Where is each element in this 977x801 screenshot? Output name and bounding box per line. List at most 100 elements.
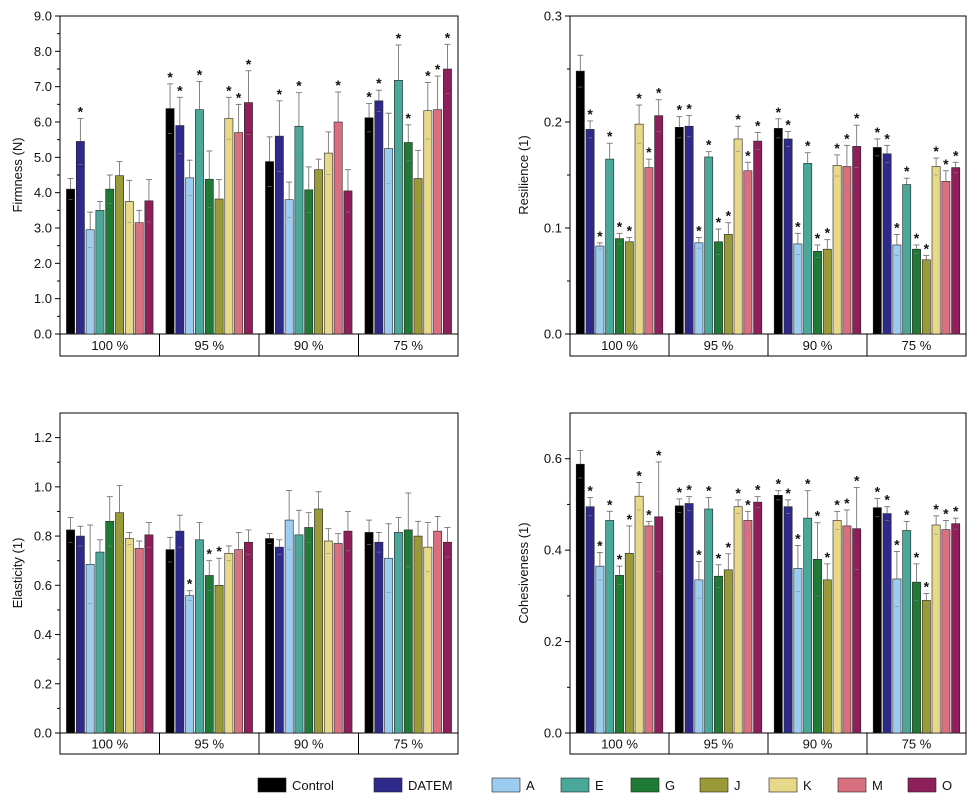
legend-label-g: G xyxy=(665,778,675,793)
bar-control-100 xyxy=(66,188,75,335)
category-label: 90 % xyxy=(294,338,324,353)
category-label: 90 % xyxy=(803,737,833,752)
legend-swatch-a xyxy=(491,777,521,793)
bar-g-100 xyxy=(615,238,624,335)
bar-control-95 xyxy=(165,108,175,335)
bar-g-100 xyxy=(615,574,624,734)
legend-swatch-j xyxy=(699,777,729,793)
bar-g-90 xyxy=(813,558,822,734)
bar-m-100 xyxy=(134,548,144,734)
bar-m-90 xyxy=(333,543,343,734)
bar-k-100 xyxy=(634,495,644,734)
bar-control-90 xyxy=(773,494,783,734)
significance-star: * xyxy=(646,144,652,160)
significance-star: * xyxy=(226,82,232,98)
y-tick-label: 0.0 xyxy=(544,327,562,342)
significance-star: * xyxy=(884,492,890,508)
y-tick-label: 1.0 xyxy=(34,479,52,494)
significance-star: * xyxy=(187,576,193,592)
bar-j-95 xyxy=(214,585,224,734)
bar-e-90 xyxy=(294,125,304,335)
bar-k-75 xyxy=(423,110,433,335)
bar-k-90 xyxy=(832,165,842,335)
bar-e-100 xyxy=(95,551,105,734)
y-tick-label: 0.4 xyxy=(544,543,562,558)
significance-star: * xyxy=(795,218,801,234)
category-label: 75 % xyxy=(902,737,932,752)
significance-star: * xyxy=(617,551,623,567)
bar-control-90 xyxy=(265,161,274,335)
bar-g-95 xyxy=(204,575,214,734)
bar-o-95 xyxy=(244,102,253,335)
bar-k-75 xyxy=(931,524,941,734)
bar-a-90 xyxy=(284,199,294,335)
bar-m-90 xyxy=(333,121,343,335)
significance-star: * xyxy=(617,218,623,234)
bar-control-90 xyxy=(773,128,783,335)
panel-firmness: 0.0 1.0 2.0 3.0 4.0 5.0 6.0 7.0 8.0 9.0 Firmness (… xyxy=(10,9,459,357)
y-tick-label: 8.0 xyxy=(34,44,52,59)
bar-k-90 xyxy=(832,520,842,734)
y-tick-label: 0.1 xyxy=(544,221,562,236)
significance-star: * xyxy=(735,111,741,127)
legend-swatch-control xyxy=(257,777,287,793)
significance-star: * xyxy=(943,156,949,172)
bar-k-90 xyxy=(323,152,333,335)
bar-o-75 xyxy=(443,541,452,734)
bar-o-90 xyxy=(852,146,862,335)
y-tick-label: 0.2 xyxy=(544,634,562,649)
bar-j-100 xyxy=(624,553,634,734)
legend-swatch-o xyxy=(907,777,937,793)
significance-star: * xyxy=(587,483,593,499)
significance-star: * xyxy=(726,208,732,224)
significance-star: * xyxy=(785,485,791,501)
bar-control-95 xyxy=(674,127,684,335)
y-tick-label: 0.0 xyxy=(544,726,562,741)
significance-star: * xyxy=(924,241,930,257)
significance-star: * xyxy=(636,467,642,483)
significance-star: * xyxy=(815,230,821,246)
panel-elasticity: 0.0 0.2 0.4 0.6 0.8 1.0 1.2 Elasticity (1) 100 %… xyxy=(10,412,459,755)
y-tick-label: 6.0 xyxy=(34,115,52,130)
significance-star: * xyxy=(815,508,821,524)
legend-label-k: K xyxy=(803,778,812,793)
bar-datem-90 xyxy=(274,546,284,734)
significance-star: * xyxy=(894,537,900,553)
category-label: 95 % xyxy=(704,737,734,752)
bar-m-95 xyxy=(743,170,753,335)
significance-star: * xyxy=(943,505,949,521)
significance-star: * xyxy=(686,482,692,498)
bar-k-100 xyxy=(124,538,134,734)
bar-g-90 xyxy=(304,189,314,335)
significance-star: * xyxy=(597,537,603,553)
bar-o-75 xyxy=(443,68,452,335)
y-tick-label: 3.0 xyxy=(34,221,52,236)
bar-e-75 xyxy=(902,530,912,734)
significance-star: * xyxy=(78,103,84,119)
bar-g-90 xyxy=(304,527,314,734)
bar-control-95 xyxy=(674,505,684,734)
y-axis-label: Resilience (1) xyxy=(516,135,531,214)
bar-a-90 xyxy=(793,243,803,335)
significance-star: * xyxy=(854,110,860,126)
significance-star: * xyxy=(726,539,732,555)
significance-star: * xyxy=(844,130,850,146)
bar-g-100 xyxy=(105,521,115,734)
significance-star: * xyxy=(686,101,692,117)
significance-star: * xyxy=(207,546,213,562)
significance-star: * xyxy=(904,163,910,179)
bar-datem-75 xyxy=(882,153,892,335)
significance-star: * xyxy=(656,447,662,463)
significance-star: * xyxy=(587,106,593,122)
significance-star: * xyxy=(924,579,930,595)
legend-label-e: E xyxy=(595,778,604,793)
significance-star: * xyxy=(656,85,662,101)
bar-a-75 xyxy=(892,244,902,335)
bar-e-75 xyxy=(394,80,403,335)
y-tick-label: 0.0 xyxy=(34,726,52,741)
bar-g-75 xyxy=(403,529,413,734)
significance-star: * xyxy=(277,86,283,102)
bar-o-95 xyxy=(244,541,253,734)
bar-control-75 xyxy=(872,147,882,335)
y-tick-label: 1.0 xyxy=(34,291,52,306)
